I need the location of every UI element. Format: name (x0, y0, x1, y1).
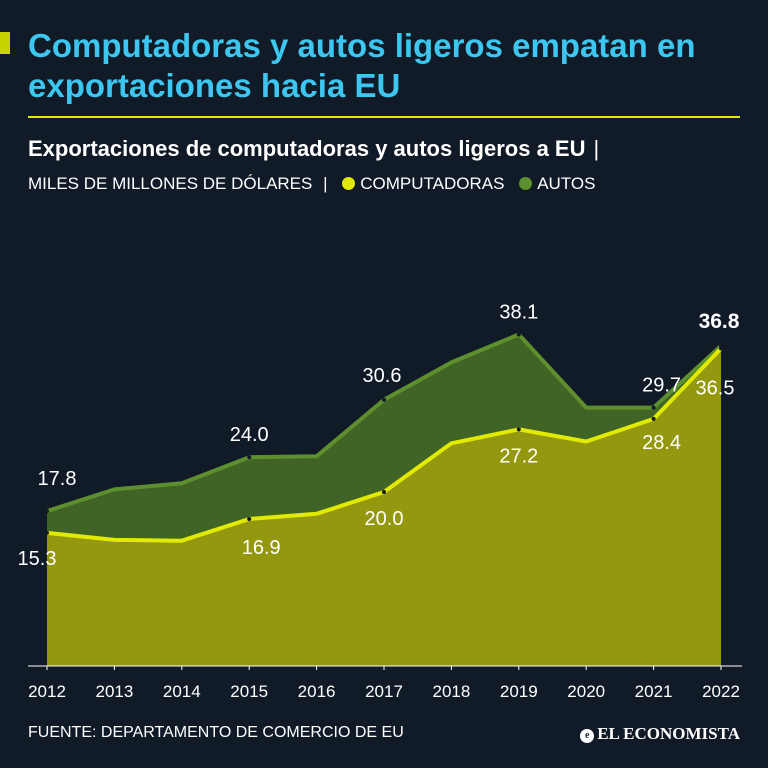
x-tick-label: 2016 (298, 682, 336, 701)
autos-data-label: 38.1 (499, 302, 538, 324)
units-label: MILES DE MILLONES DE DÓLARES (28, 174, 313, 193)
computadoras-point-marker (45, 530, 49, 535)
title-divider (28, 116, 740, 118)
brand-logo: e EL ECONOMISTA (580, 724, 740, 744)
computadoras-data-label: 27.2 (499, 445, 538, 467)
autos-data-label: 24.0 (230, 424, 269, 446)
computadoras-area (47, 348, 721, 666)
computadoras-point-marker (719, 346, 723, 351)
logo-text: EL ECONOMISTA (597, 724, 740, 743)
autos-data-label: 29.7 (642, 375, 681, 397)
computadoras-data-label: 16.9 (242, 537, 281, 559)
autos-data-label: 30.6 (363, 365, 402, 387)
page-title: Computadoras y autos ligeros empatan en … (28, 27, 696, 104)
source-note: FUENTE: DEPARTAMENTO DE COMERCIO DE EU (28, 724, 404, 741)
x-tick-label: 2013 (95, 682, 133, 701)
x-tick-label: 2017 (365, 682, 403, 701)
autos-point-marker (45, 509, 49, 514)
chart-subtitle-text: Exportaciones de computadoras y autos li… (28, 136, 586, 161)
x-tick-label: 2014 (163, 682, 201, 701)
autos-point-marker (247, 455, 252, 460)
legend-swatch-autos (519, 177, 533, 190)
logo-mark-icon: e (580, 729, 595, 743)
computadoras-point-marker (651, 416, 656, 421)
autos-data-label: 17.8 (38, 468, 77, 490)
computadoras-point-marker (247, 516, 252, 521)
autos-data-label: 36.8 (699, 310, 740, 333)
computadoras-data-label: 15.3 (18, 548, 57, 570)
title-accent-bar (0, 32, 10, 54)
computadoras-data-label: 28.4 (642, 432, 681, 454)
autos-point-marker (382, 397, 386, 402)
x-tick-label: 2018 (432, 682, 470, 701)
subtitle-separator: | (593, 136, 600, 161)
legend-label-autos: AUTOS (537, 174, 596, 193)
units-separator: | (323, 174, 328, 193)
x-tick-label: 2021 (635, 682, 673, 701)
x-tick-label: 2022 (702, 682, 740, 701)
x-tick-label: 2012 (28, 682, 66, 701)
computadoras-data-label: 20.0 (365, 508, 404, 530)
computadoras-point-marker (382, 490, 386, 494)
chart-subtitle: Exportaciones de computadoras y autos li… (28, 136, 599, 162)
computadoras-data-label: 36.5 (696, 377, 735, 399)
autos-point-marker (651, 405, 656, 410)
x-tick-label: 2019 (500, 682, 538, 701)
x-tick-label: 2015 (230, 682, 268, 701)
legend-label-computadoras: COMPUTADORAS (360, 174, 505, 193)
legend: MILES DE MILLONES DE DÓLARES | COMPUTADO… (28, 174, 595, 194)
autos-point-marker (516, 332, 521, 337)
x-tick-label: 2020 (567, 682, 605, 701)
legend-swatch-computadoras (342, 177, 356, 190)
autos-area (47, 334, 721, 541)
computadoras-point-marker (516, 427, 521, 432)
